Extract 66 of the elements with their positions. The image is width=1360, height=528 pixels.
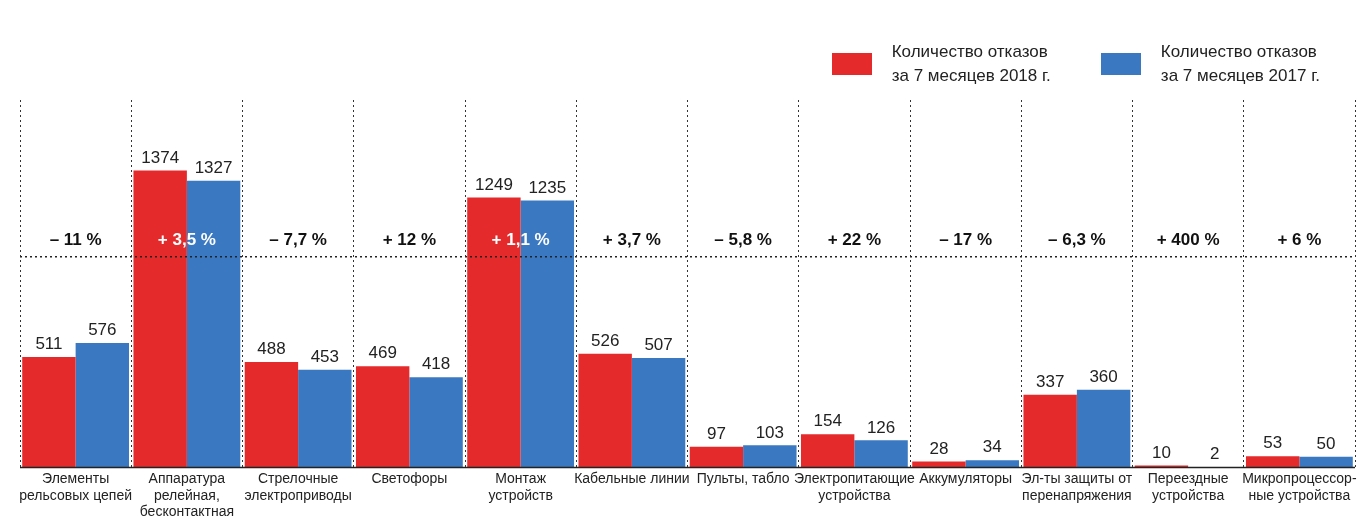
- annotation: – 7,7 %: [269, 229, 327, 249]
- data-label: 10: [1151, 442, 1171, 462]
- annotation: + 400 %: [1156, 229, 1220, 249]
- bar: [75, 343, 130, 468]
- bar: [743, 445, 797, 468]
- bar: [1245, 456, 1300, 468]
- data-label: 28: [929, 438, 949, 458]
- annotation: + 6 %: [1277, 229, 1322, 249]
- bar: [1023, 394, 1077, 468]
- legend-label: Количество отказов за 7 месяцев 2017 г.: [1160, 41, 1320, 87]
- data-label: 97: [706, 423, 726, 443]
- data-label: 126: [866, 417, 896, 437]
- x-tick-label: Аккумуляторы: [919, 469, 1012, 486]
- data-label: 511: [35, 334, 63, 354]
- bar: [631, 357, 686, 468]
- x-tick-label: Монтаж устройств: [488, 469, 553, 503]
- annotation: – 17 %: [939, 229, 993, 249]
- data-label: 1374: [141, 147, 180, 167]
- bar: [298, 369, 352, 468]
- x-tick-label: Элементы рельсовых цепей: [19, 469, 132, 503]
- x-tick-label: Аппаратура релейная, бесконтактная: [139, 469, 235, 520]
- x-tick-label: Электропитающие устройства: [793, 469, 916, 503]
- x-tick-label: Светофоры: [371, 469, 448, 486]
- data-label: 1327: [194, 157, 233, 177]
- bar: [965, 460, 1020, 468]
- annotation: – 6,3 %: [1048, 229, 1106, 249]
- bar: [244, 362, 299, 468]
- data-label: 576: [88, 320, 117, 340]
- x-tick-label: Стрелочные электроприводы: [244, 469, 352, 503]
- data-label: 418: [421, 354, 451, 374]
- x-tick-label: Пульты, табло: [696, 469, 790, 486]
- bar: [355, 366, 410, 468]
- annotation: + 3,7 %: [602, 229, 661, 249]
- x-tick-label: Эл-ты защиты от перенапряжения: [1021, 469, 1133, 503]
- bar: [578, 353, 632, 468]
- data-label: 1249: [475, 174, 513, 194]
- data-label: 507: [644, 335, 673, 355]
- data-label: 360: [1089, 366, 1118, 386]
- annotation: – 11 %: [49, 229, 102, 249]
- data-label: 453: [310, 346, 340, 366]
- legend-label: Количество отказов за 7 месяцев 2018 г.: [891, 41, 1051, 87]
- data-label: 1235: [528, 177, 567, 197]
- bar: [689, 446, 744, 468]
- data-label: 103: [755, 422, 785, 442]
- data-label: 469: [368, 343, 397, 363]
- x-tick-label: Микропроцессор- ные устройства: [1242, 469, 1357, 503]
- x-tick-label: Переездные устройства: [1147, 469, 1229, 503]
- bar: [1134, 465, 1189, 468]
- bar: [22, 357, 76, 468]
- bar: [800, 434, 855, 468]
- data-label: 488: [257, 339, 286, 359]
- x-tick-label: Кабельные линии: [574, 469, 690, 486]
- data-label: 2: [1210, 444, 1220, 464]
- bar: [1299, 456, 1353, 468]
- data-label: 34: [982, 437, 1002, 457]
- data-label: 50: [1316, 433, 1336, 453]
- data-label: 53: [1263, 433, 1283, 453]
- annotation: – 5,8 %: [714, 229, 772, 249]
- annotation: + 12 %: [382, 229, 437, 249]
- annotation: + 22 %: [827, 229, 882, 249]
- bar: [854, 440, 908, 468]
- data-label: 526: [590, 331, 620, 351]
- data-label: 154: [813, 411, 842, 431]
- bar: [409, 377, 463, 468]
- data-label: 337: [1035, 371, 1065, 391]
- bar: [1076, 389, 1131, 468]
